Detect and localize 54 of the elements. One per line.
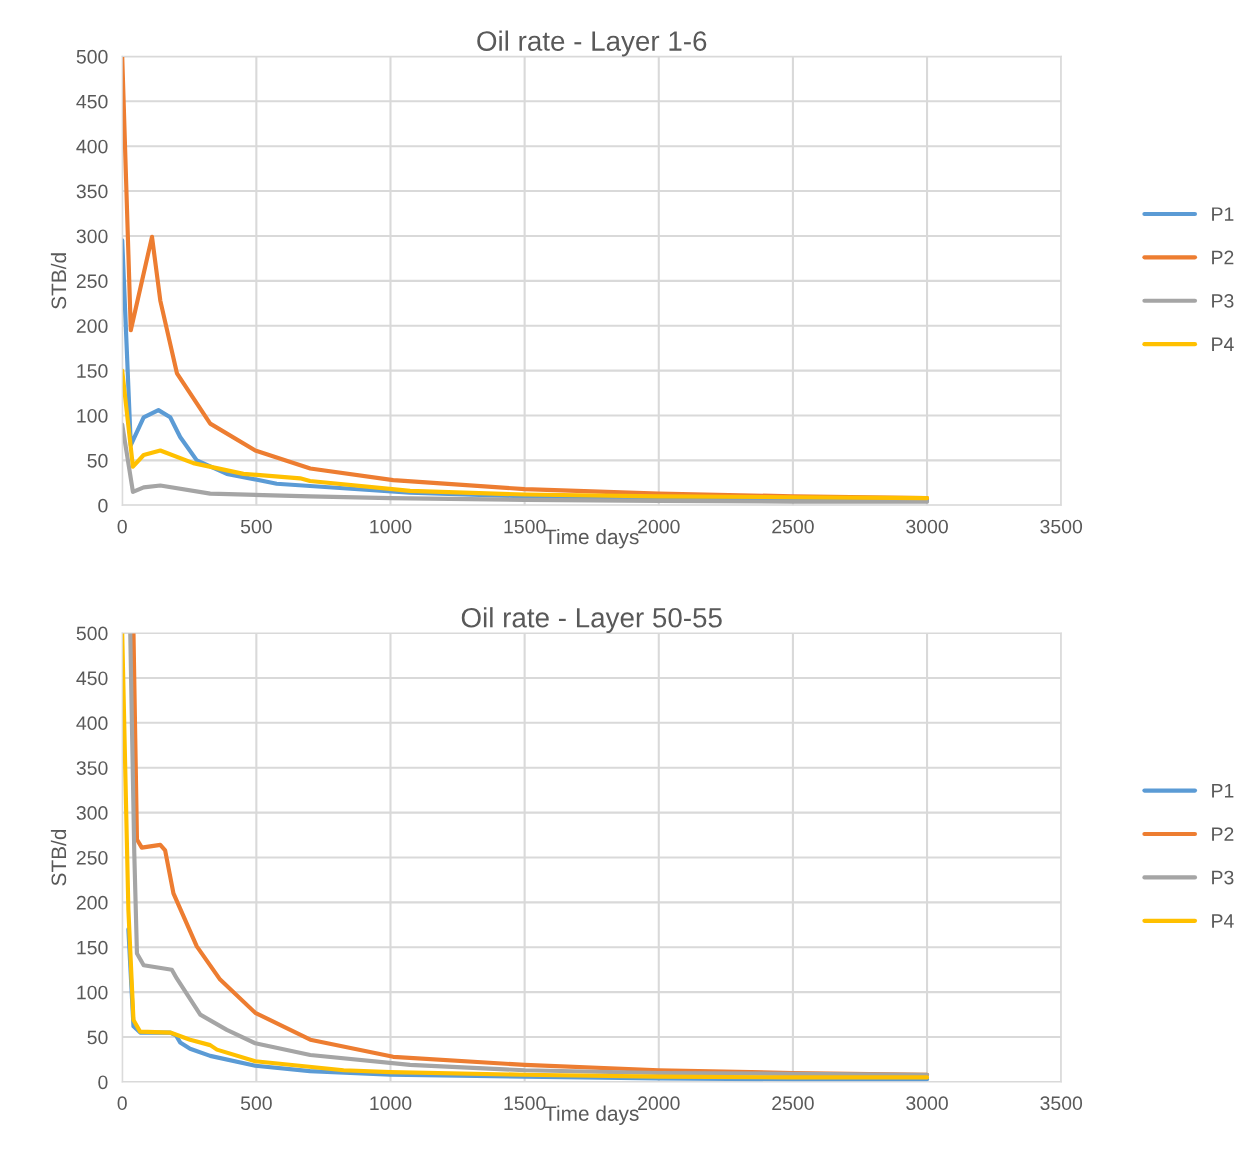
x-tick-label: 3000: [906, 1096, 948, 1111]
x-tick-label: 500: [240, 519, 272, 534]
y-tick-label: 250: [76, 274, 108, 289]
legend-label: P1: [1212, 784, 1234, 798]
y-tick-label: 350: [76, 761, 108, 775]
chart-title: Oil rate - Layer 1-6: [477, 30, 707, 57]
legend-label: P1: [1212, 207, 1234, 221]
line-series: [122, 422, 930, 504]
x-tick-label: 2500: [772, 519, 814, 534]
y-tick-label: 100: [77, 985, 108, 1000]
y-tick-label: 0: [98, 1075, 108, 1090]
chart-title: Oil rate - Layer 50-55: [461, 607, 722, 634]
x-tick-label: 1500: [504, 519, 546, 534]
x-tick-label: 2000: [638, 1096, 680, 1111]
legend-label: P3: [1212, 294, 1234, 308]
x-tick-label: 3000: [906, 519, 948, 534]
y-tick-label: 300: [76, 806, 108, 820]
y-axis-title: STB/d: [50, 829, 67, 886]
y-tick-label: 400: [76, 139, 108, 154]
x-tick-label: 1000: [370, 1096, 412, 1111]
y-tick-label: 450: [76, 671, 108, 686]
legend-label: P2: [1212, 827, 1234, 841]
legend-label: P4: [1212, 337, 1234, 351]
legend-label: P3: [1212, 870, 1234, 885]
y-tick-label: 0: [98, 498, 108, 513]
x-tick-label: 0: [117, 1096, 127, 1111]
legend-label: P2: [1212, 250, 1234, 265]
x-tick-label: 0: [117, 519, 127, 534]
x-axis-title: Time days: [544, 528, 639, 549]
y-tick-label: 100: [77, 408, 108, 423]
y-tick-label: 500: [76, 49, 108, 64]
x-tick-label: 2000: [638, 519, 680, 534]
y-tick-label: 150: [77, 364, 108, 378]
y-tick-label: 250: [76, 850, 108, 865]
y-tick-label: 50: [87, 453, 108, 468]
x-tick-label: 1000: [370, 519, 412, 534]
y-tick-label: 300: [76, 229, 108, 244]
x-tick-label: 3500: [1040, 519, 1083, 534]
y-tick-label: 400: [76, 716, 108, 731]
y-axis-title: STB/d: [50, 253, 67, 309]
x-axis-title: Time days: [544, 1105, 639, 1126]
y-tick-label: 50: [87, 1030, 108, 1045]
x-tick-label: 3500: [1040, 1096, 1083, 1111]
line-series: [122, 368, 930, 501]
x-tick-label: 2500: [772, 1096, 814, 1111]
y-tick-label: 450: [76, 94, 108, 109]
x-tick-label: 1500: [504, 1096, 546, 1111]
legend-label: P4: [1212, 914, 1234, 928]
y-tick-label: 200: [76, 319, 108, 333]
y-tick-label: 200: [76, 895, 108, 910]
y-tick-label: 350: [76, 184, 108, 199]
y-tick-label: 150: [77, 940, 108, 955]
x-tick-label: 500: [240, 1096, 272, 1111]
y-tick-label: 500: [76, 626, 108, 641]
